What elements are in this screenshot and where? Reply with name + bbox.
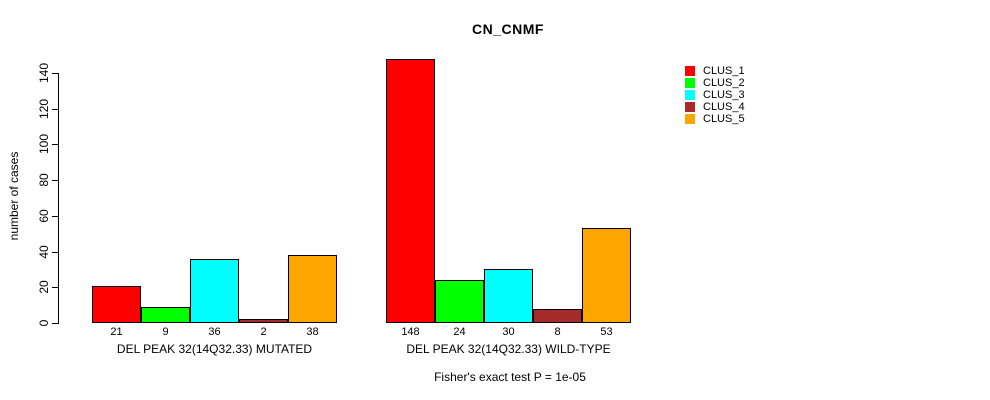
bar-clus_3-group1 <box>190 258 239 323</box>
legend-swatch <box>685 90 695 100</box>
legend-item: CLUS_3 <box>685 89 775 102</box>
y-axis-tick-label: 20 <box>37 280 51 294</box>
bar-value-label: 38 <box>306 326 319 338</box>
bar-value-label: 36 <box>208 326 221 338</box>
y-axis-tick <box>52 323 59 324</box>
fisher-test-annotation: Fisher's exact test P = 1e-05 <box>434 370 586 384</box>
legend-item: CLUS_2 <box>685 77 775 90</box>
y-axis-tick-label: 140 <box>37 62 51 84</box>
y-axis-tick-label: 40 <box>37 244 51 259</box>
y-axis-tick-label: 60 <box>37 209 51 223</box>
bar-clus_1-group1 <box>92 285 141 323</box>
group-label: DEL PEAK 32(14Q32.33) WILD-TYPE <box>406 342 611 356</box>
y-axis-tick <box>52 287 59 289</box>
bar-value-label: 8 <box>554 326 561 338</box>
y-axis-tick-label: 120 <box>37 98 51 119</box>
bar-value-label: 30 <box>502 326 515 338</box>
y-axis-tick <box>52 144 59 146</box>
bar-clus_4-group1 <box>239 319 288 323</box>
y-axis-tick-label: 100 <box>37 134 51 155</box>
bar-clus_4-group2 <box>533 308 582 323</box>
bar-value-label: 24 <box>453 326 466 338</box>
bar-clus_5-group1 <box>288 255 337 323</box>
legend-label: CLUS_5 <box>703 113 745 125</box>
bar-clus_3-group2 <box>484 269 533 323</box>
bar-value-label: 148 <box>401 326 420 338</box>
bar-value-label: 53 <box>600 326 613 338</box>
bar-value-label: 2 <box>260 326 267 338</box>
legend-item: CLUS_4 <box>685 101 775 114</box>
bar-value-label: 9 <box>162 326 169 338</box>
bar-clus_2-group2 <box>435 280 484 323</box>
y-axis-tick <box>52 251 59 253</box>
legend-swatch <box>685 102 695 112</box>
bar-value-label: 21 <box>110 326 123 338</box>
y-axis-tick <box>52 180 59 182</box>
legend-item: CLUS_5 <box>685 113 775 126</box>
y-axis-line <box>58 73 59 324</box>
bar-clus_5-group2 <box>582 228 631 323</box>
legend-label: CLUS_1 <box>703 65 745 77</box>
y-axis-tick <box>52 73 59 74</box>
y-axis-tick <box>52 108 59 110</box>
legend-label: CLUS_2 <box>703 77 745 89</box>
legend-swatch <box>685 78 695 88</box>
y-axis-tick <box>52 215 59 217</box>
legend: CLUS_1 CLUS_2 CLUS_3 CLUS_4 CLUS_5 <box>685 65 775 126</box>
legend-swatch <box>685 66 695 76</box>
bar-clus_2-group1 <box>141 306 190 323</box>
legend-swatch <box>685 114 695 124</box>
legend-label: CLUS_4 <box>703 101 745 113</box>
group-label: DEL PEAK 32(14Q32.33) MUTATED <box>116 342 313 356</box>
y-axis-tick-label: 80 <box>37 173 51 187</box>
bar-clus_1-group2 <box>386 58 435 323</box>
y-axis-tick-label: 0 <box>37 319 51 327</box>
legend-item: CLUS_1 <box>685 65 775 78</box>
chart-title: CN_CNMF <box>472 21 544 37</box>
legend-label: CLUS_3 <box>703 89 745 101</box>
